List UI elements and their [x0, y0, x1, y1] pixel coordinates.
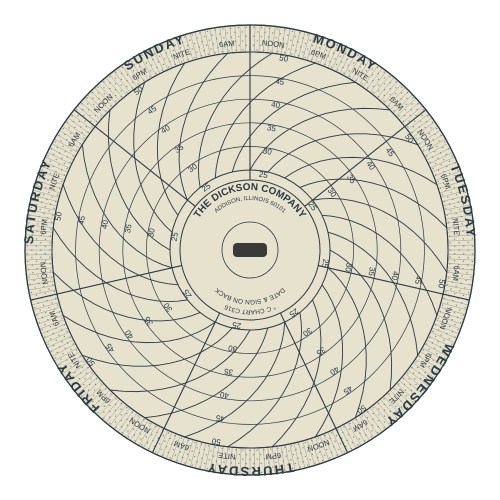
time-label: 6AM — [218, 39, 234, 50]
time-label: 6PM — [39, 218, 50, 234]
circular-recorder-chart: 2530354045502530354045502530354045502530… — [20, 20, 480, 480]
time-label: 6AM — [451, 265, 462, 281]
time-label: 6PM — [265, 451, 281, 462]
hub-slot — [233, 243, 267, 257]
